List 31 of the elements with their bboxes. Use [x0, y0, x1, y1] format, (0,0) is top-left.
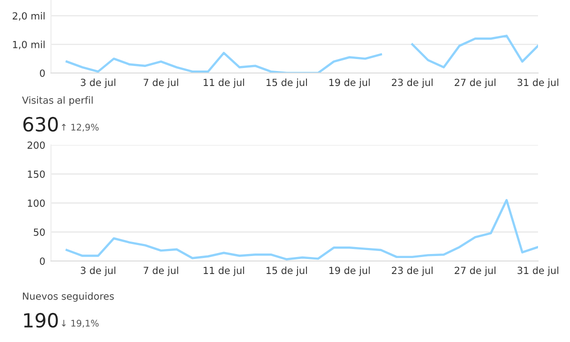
x-tick-label: 7 de jul [144, 78, 178, 88]
x-tick-label: 11 de jul [204, 266, 244, 276]
x-tick-label: 15 de jul [266, 78, 307, 88]
x-tick-label: 23 de jul [392, 266, 433, 276]
y-tick-label: 100 [28, 199, 45, 207]
text: 630 [23, 116, 58, 132]
text: Nuevos seguidores [22, 292, 114, 302]
y-tick-label: 50 [34, 228, 45, 236]
y-tick-label: 2,0 mil [12, 12, 45, 21]
x-tick-label: 7 de jul [144, 266, 178, 276]
text: ↓ 19,1% [62, 320, 99, 328]
x-tick-label: 19 de jul [329, 78, 370, 88]
chart-title: Visitas al perfil [22, 96, 93, 106]
y-tick-label: 0 [40, 257, 45, 265]
x-tick-label: 19 de jul [329, 266, 370, 276]
x-tick-label: 31 de jul [518, 266, 558, 276]
text: 190 [24, 312, 58, 328]
x-tick-label: 15 de jul [266, 266, 307, 276]
x-tick-label: 31 de jul [518, 78, 558, 88]
x-tick-label: 23 de jul [392, 78, 433, 88]
x-tick-label: 3 de jul [80, 78, 116, 88]
line-series [66, 198, 538, 260]
x-tick-label: 11 de jul [204, 78, 244, 88]
text: ↑ 12,9% [62, 124, 99, 132]
y-tick-label: 200 [28, 141, 45, 149]
x-tick-label: 27 de jul [454, 78, 496, 88]
y-tick-label: 0 [40, 69, 45, 77]
y-tick-label: 150 [28, 170, 45, 178]
y-tick-label: 1,0 mil [13, 40, 45, 50]
x-tick-label: 3 de jul [80, 266, 116, 276]
x-tick-label: 27 de jul [454, 266, 496, 276]
